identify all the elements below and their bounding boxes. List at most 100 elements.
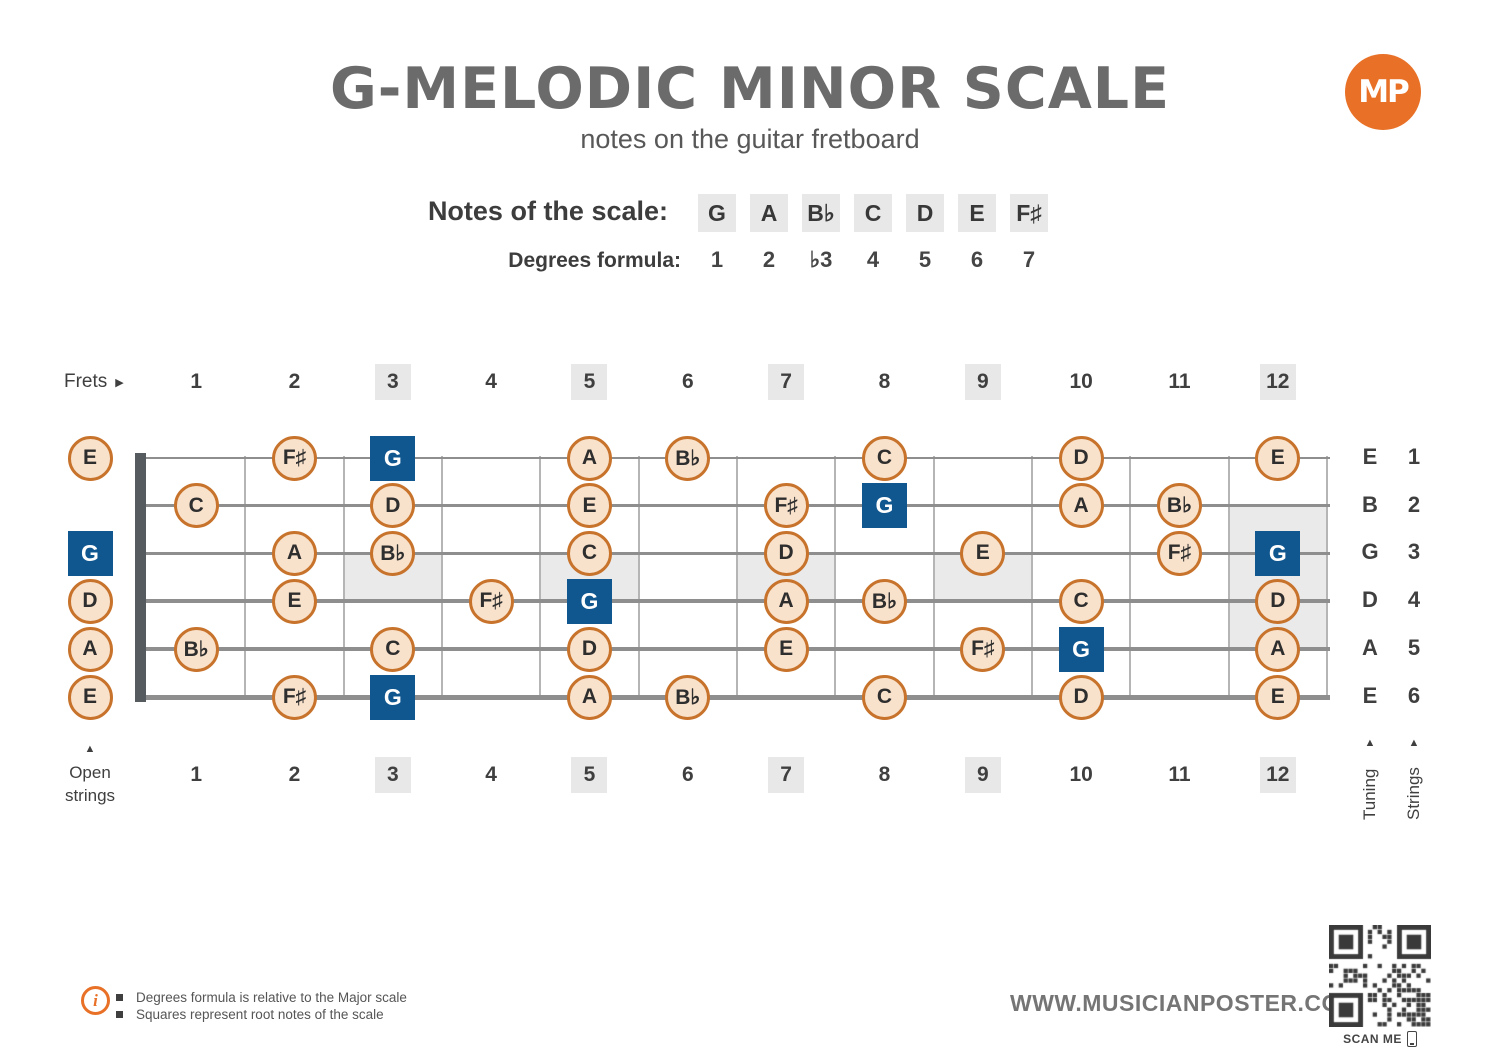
fret-number-top: 3 (374, 364, 411, 400)
page-subtitle: notes on the guitar fretboard (580, 124, 920, 154)
string-line (135, 504, 1330, 507)
fret-number-top: 10 (1069, 370, 1093, 393)
fret-number-top: 9 (964, 364, 1001, 400)
info-icon: i (81, 986, 110, 1015)
brand-logo: MP (1345, 54, 1421, 130)
frets-label: Frets ▶ (64, 371, 124, 393)
open-root-note-badge: G (67, 530, 113, 576)
fret-number-bottom: 10 (1069, 763, 1093, 786)
note-badge: A (566, 674, 612, 720)
string-number: 4 (1407, 587, 1421, 612)
tuning-letter: B (1362, 491, 1378, 517)
string-number: 2 (1407, 491, 1421, 517)
fret-number-bottom: 1 (190, 763, 202, 786)
fret-wire (834, 456, 837, 699)
fret-number-top: 1 (190, 370, 202, 393)
frets-label-text: Frets (64, 371, 108, 392)
open-strings-label: ▲ Open strings (40, 738, 140, 807)
right-arrow-icon: ▶ (115, 376, 124, 389)
note-badge: C (370, 626, 416, 672)
note-badge: D (370, 483, 416, 528)
degree-value: 1 (710, 247, 724, 272)
note-badge: A (271, 530, 317, 576)
degree-value: 2 (762, 247, 776, 272)
string-number: 6 (1407, 683, 1421, 708)
logo-text: MP (1358, 74, 1410, 110)
fret-wire (1129, 456, 1132, 699)
fret-number-top: 12 (1259, 364, 1296, 400)
fret-marker (1228, 505, 1327, 649)
page-title: G-MELODIC MINOR SCALE (329, 56, 1171, 122)
note-badge: E (960, 530, 1006, 576)
note-badge: A (763, 578, 809, 624)
fret-number-top: 5 (571, 364, 608, 400)
scale-note-badge: A (750, 194, 788, 232)
root-note-badge: G (566, 578, 612, 624)
scan-me-label: SCAN ME (1343, 1032, 1402, 1046)
qr-code (1329, 925, 1431, 1027)
note-badge: D (763, 530, 809, 576)
note-badge: C (1058, 578, 1104, 624)
note-badge: D (1255, 578, 1301, 624)
open-note-badge: E (67, 435, 113, 481)
note-badge: F♯ (763, 483, 809, 528)
note-badge: F♯ (1156, 530, 1202, 576)
up-arrow-icon: ▲ (84, 743, 96, 755)
root-note-badge: G (1255, 530, 1301, 576)
open-label-line2: strings (64, 786, 116, 805)
note-badge: F♯ (960, 626, 1006, 672)
fret-number-bottom: 6 (681, 763, 694, 786)
fret-wire (735, 456, 738, 699)
fret-wire (539, 456, 542, 699)
fretboard-nut (135, 453, 146, 702)
fret-wire (244, 456, 247, 699)
degree-value: 4 (866, 247, 880, 272)
fret-wire (637, 456, 640, 699)
fret-number-bottom: 8 (878, 763, 891, 786)
note-badge: E (763, 626, 809, 672)
note-badge: E (271, 578, 317, 624)
phone-icon (1406, 1031, 1417, 1047)
root-note-badge: G (861, 483, 907, 528)
scale-note-badge: D (906, 194, 944, 232)
tuning-letter: G (1361, 539, 1379, 564)
degree-value: 5 (918, 247, 932, 272)
degree-value: ♭3 (809, 247, 833, 272)
tuning-letter: A (1362, 635, 1378, 660)
fret-wire (440, 456, 443, 699)
note-badge: D (1058, 674, 1104, 720)
note-badge: C (861, 674, 907, 720)
note-badge: F♯ (271, 435, 317, 481)
up-arrow-icon: ▲ (1364, 737, 1376, 749)
degree-value: 7 (1022, 247, 1036, 272)
footer-bullet-icon (116, 1011, 123, 1018)
tuning-letter: E (1362, 444, 1378, 469)
note-badge: E (566, 483, 612, 528)
note-badge: C (173, 483, 219, 528)
fret-wire (1030, 456, 1033, 699)
note-badge: B♭ (173, 626, 219, 672)
note-badge: A (566, 435, 612, 481)
scale-notes-label: Notes of the scale: (427, 196, 668, 226)
fret-wire (932, 456, 935, 699)
string-number: 5 (1407, 635, 1421, 660)
note-badge: B♭ (665, 435, 711, 481)
note-badge: C (861, 435, 907, 481)
fret-number-bottom: 9 (964, 757, 1001, 793)
strings-label: ▲ Strings (1399, 737, 1429, 833)
fret-wire (1325, 456, 1328, 699)
tuning-label: ▲ Tuning (1355, 737, 1385, 833)
footer-bullet-icon (116, 994, 123, 1001)
note-badge: B♭ (861, 578, 907, 624)
fret-number-bottom: 12 (1259, 757, 1296, 793)
root-note-badge: G (1058, 626, 1104, 672)
strings-label-text: Strings (1404, 767, 1423, 821)
note-badge: B♭ (370, 530, 416, 576)
note-badge: B♭ (1156, 483, 1202, 528)
degrees-formula-label: Degrees formula: (508, 249, 681, 272)
fret-number-top: 11 (1168, 370, 1191, 393)
string-line (135, 694, 1330, 700)
string-number: 3 (1407, 539, 1421, 564)
scale-note-badge: E (958, 194, 996, 232)
